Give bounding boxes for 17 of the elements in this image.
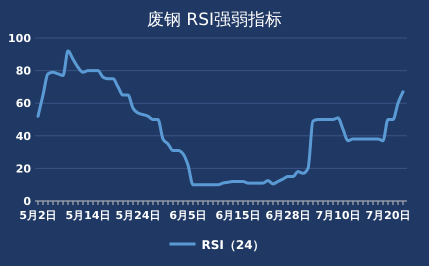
x-tick-label: 7月10日 [316, 209, 360, 222]
x-tick-label: 6月15日 [216, 209, 260, 222]
x-tick-label: 7月20日 [366, 209, 410, 222]
line-series [36, 50, 404, 186]
y-tick-label: 100 [8, 32, 32, 45]
y-tick-label: 80 [16, 64, 32, 78]
x-tick-label: 5月14日 [66, 209, 110, 222]
y-tick-label: 40 [16, 130, 32, 143]
chart-title: 废钢 RSI强弱指标 [146, 10, 282, 30]
x-tick-label: 5月24日 [116, 209, 160, 222]
y-tick-label: 0 [23, 195, 32, 208]
x-tick-label: 6月5日 [169, 209, 207, 222]
y-tick-label: 20 [16, 162, 32, 176]
x-tick-label: 5月2日 [19, 209, 57, 222]
y-tick-label: 60 [16, 97, 32, 110]
legend-label: RSI（24） [202, 238, 265, 252]
x-tick-label: 6月28日 [266, 209, 310, 222]
